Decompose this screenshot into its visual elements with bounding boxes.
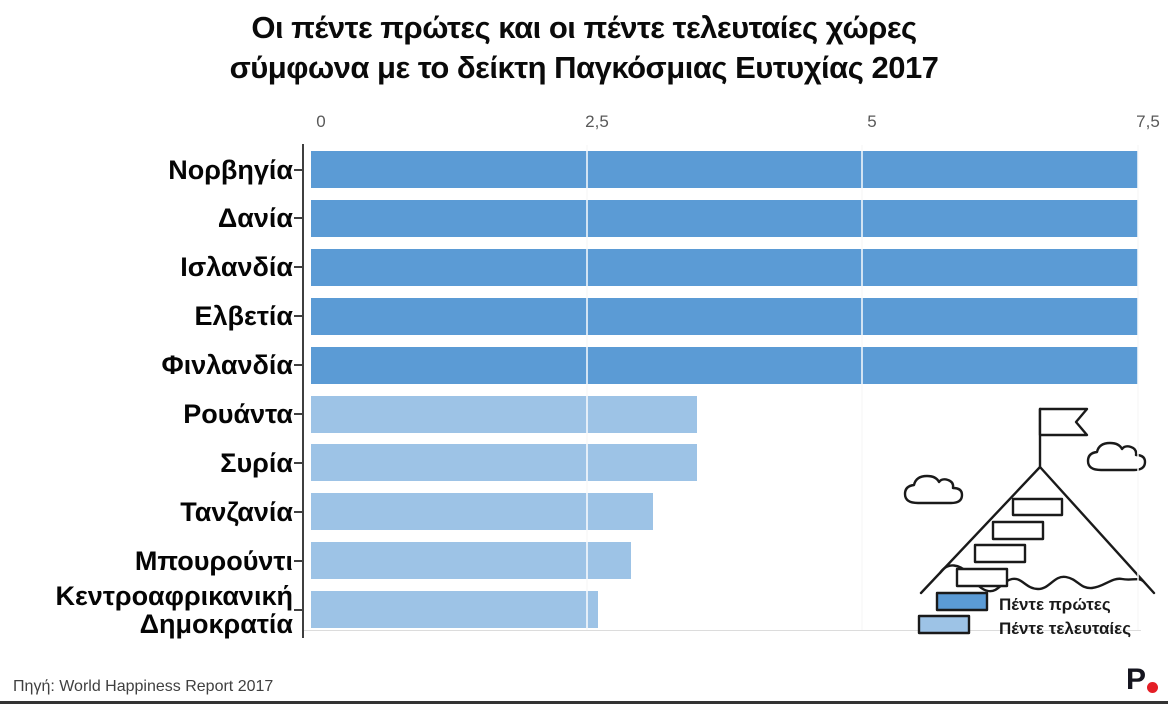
- y-axis-tick: [294, 462, 303, 464]
- y-axis-line: [302, 144, 304, 638]
- y-axis-tick: [294, 315, 303, 317]
- step-icon: [1011, 497, 1064, 517]
- bottom-divider: [0, 701, 1168, 704]
- category-label: Φινλανδία: [161, 350, 293, 380]
- x-tick-label: 5: [867, 112, 877, 131]
- category-label: Συρία: [220, 448, 293, 478]
- category-label: Ρουάντα: [183, 399, 293, 429]
- y-axis-tick: [294, 364, 303, 366]
- step-icon: [973, 543, 1027, 564]
- legend-label-first: Πέντε πρώτες: [999, 595, 1111, 614]
- bar-3: [311, 249, 1138, 286]
- bar-4: [311, 298, 1138, 335]
- x-tick-label: 2,5: [585, 112, 609, 131]
- bar-9: [311, 542, 631, 579]
- category-label: Ισλανδία: [180, 252, 293, 282]
- gridline-highlight: [861, 145, 863, 630]
- category-label: Δανία: [217, 203, 293, 233]
- legend-swatch-last: [917, 614, 971, 635]
- y-axis-tick: [294, 169, 303, 171]
- step-icon: [991, 520, 1045, 541]
- bar-8: [311, 493, 653, 530]
- legend-label-last: Πέντε τελευταίες: [999, 619, 1132, 638]
- y-axis-tick: [294, 217, 303, 219]
- cloud-left-icon: [903, 474, 964, 505]
- chart-title-line1: Οι πέντε πρώτες και οι πέντε τελευταίες …: [251, 10, 917, 45]
- legend-swatch-first: [935, 591, 989, 612]
- chart-title-line2: σύμφωνα με το δείκτη Παγκόσμιας Ευτυχίας…: [229, 50, 939, 85]
- x-tick-label: 0: [316, 112, 326, 131]
- x-tick-label: 7,5: [1136, 112, 1160, 131]
- y-axis-tick: [294, 413, 303, 415]
- bar-7: [311, 444, 697, 481]
- y-axis-tick: [294, 609, 303, 611]
- bar-2: [311, 200, 1138, 237]
- y-axis-tick: [294, 266, 303, 268]
- gridline-highlight: [586, 145, 588, 630]
- y-axis-tick: [294, 560, 303, 562]
- y-axis-tick: [294, 511, 303, 513]
- brand-logo: P: [1126, 663, 1158, 696]
- chart-title: Οι πέντε πρώτες και οι πέντε τελευταίες …: [0, 8, 1168, 88]
- mountain-illustration: [903, 407, 1156, 635]
- source-note: Πηγή: World Happiness Report 2017: [13, 678, 274, 695]
- category-label: Τανζανία: [180, 497, 293, 527]
- step-icon: [955, 567, 1009, 588]
- bar-10: [311, 591, 598, 628]
- brand-logo-dot-icon: [1147, 682, 1158, 693]
- bar-1: [311, 151, 1138, 188]
- flag-icon: [1038, 407, 1089, 437]
- bar-6: [311, 396, 697, 433]
- category-label: Κεντροαφρικανική Δημοκρατία: [55, 581, 293, 639]
- category-label: Μπουρούντι: [134, 546, 293, 576]
- brand-logo-letter: P: [1126, 663, 1147, 696]
- bar-5: [311, 347, 1138, 384]
- category-label: Ελβετία: [194, 301, 293, 331]
- gridline-highlight: [1137, 145, 1139, 630]
- x-baseline: [303, 630, 1141, 631]
- category-label: Νορβηγία: [168, 155, 293, 185]
